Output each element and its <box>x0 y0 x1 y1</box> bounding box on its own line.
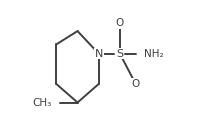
Text: NH₂: NH₂ <box>144 49 164 59</box>
Text: O: O <box>132 79 140 89</box>
Text: N: N <box>94 49 103 59</box>
Text: O: O <box>116 18 124 28</box>
Text: S: S <box>116 49 123 59</box>
Text: CH₃: CH₃ <box>32 98 52 108</box>
